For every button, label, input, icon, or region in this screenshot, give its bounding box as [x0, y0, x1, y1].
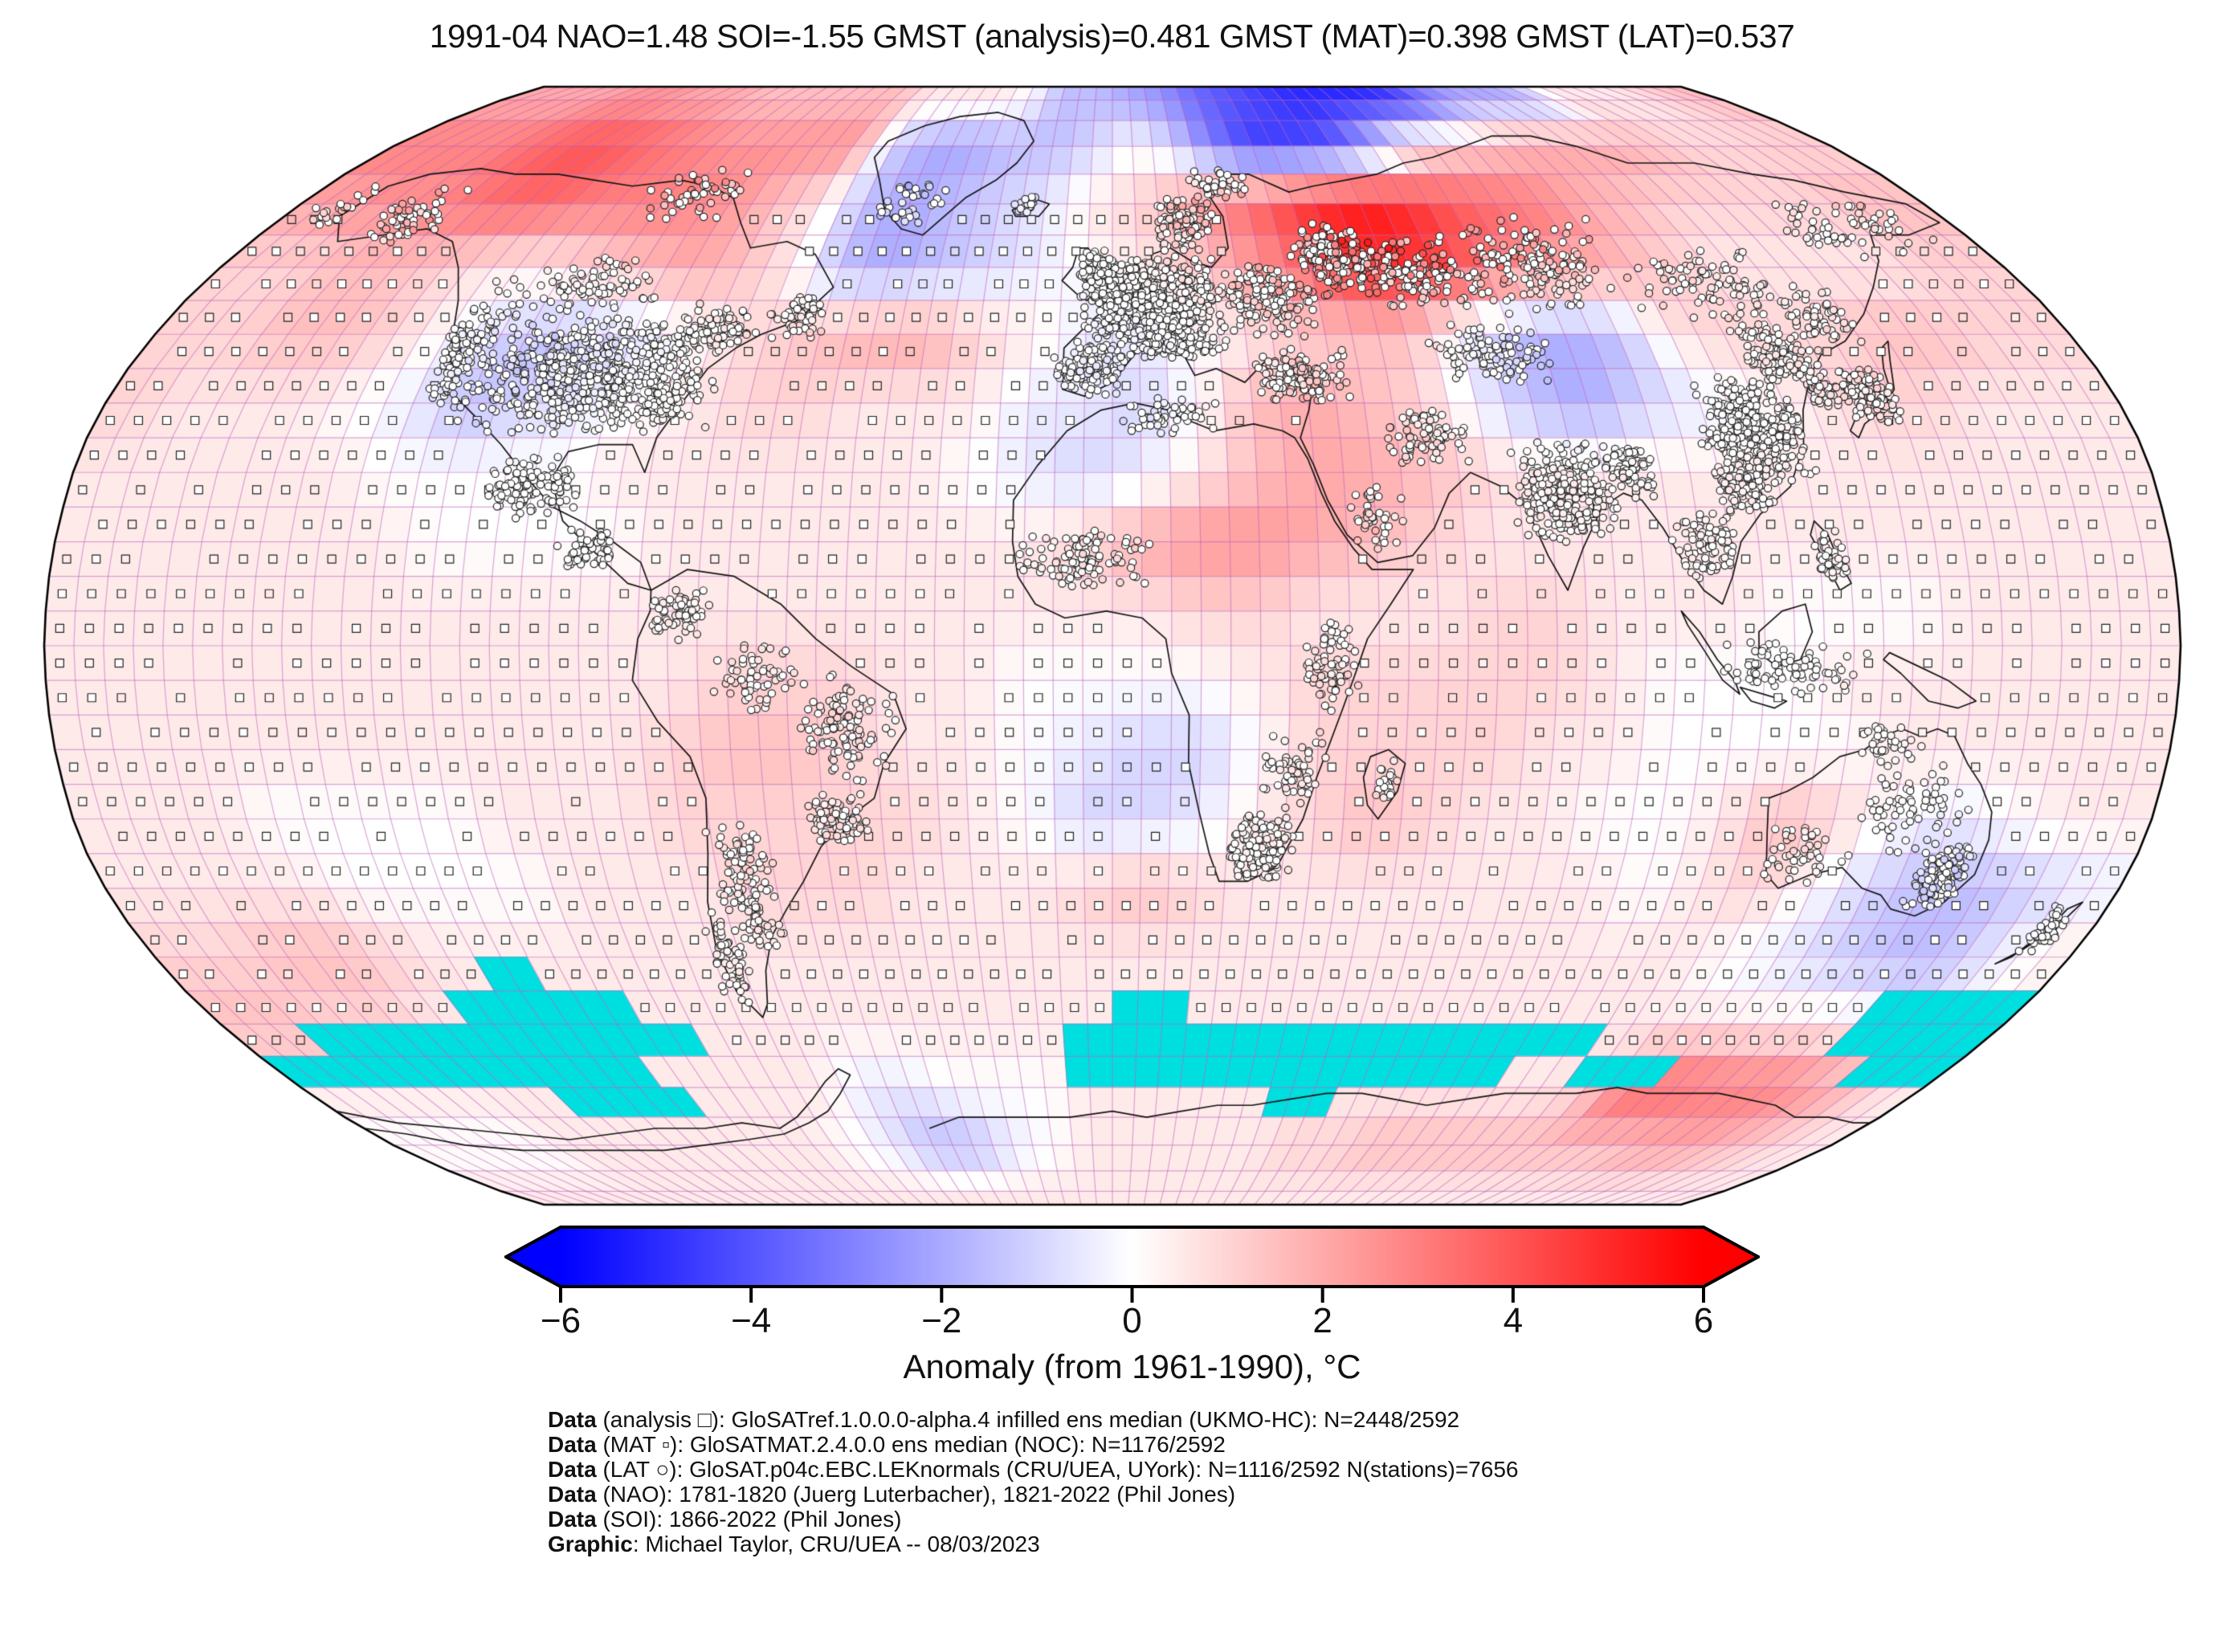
- caption-label: Data: [548, 1432, 597, 1457]
- colorbar-tick-label: 4: [1503, 1301, 1524, 1340]
- colorbar-tick-label: −4: [731, 1301, 772, 1340]
- caption-line: Data (LAT ○): GloSAT.p04c.EBC.LEKnormals…: [548, 1457, 1518, 1482]
- caption-label: Graphic: [548, 1532, 633, 1556]
- caption-text: (MAT ▫): GloSATMAT.2.4.0.0 ens median (N…: [596, 1432, 1226, 1457]
- caption-label: Data: [548, 1407, 597, 1432]
- colorbar-tick-label: 0: [1122, 1301, 1142, 1340]
- colorbar-tick-labels: −6 −4 −2 0 2 4 6: [0, 1301, 2224, 1341]
- colorbar-bar: [504, 1226, 1760, 1288]
- caption-block: Data (analysis □): GloSATref.1.0.0.0-alp…: [548, 1407, 1518, 1556]
- caption-line: Data (analysis □): GloSATref.1.0.0.0-alp…: [548, 1407, 1518, 1432]
- caption-line: Data (MAT ▫): GloSATMAT.2.4.0.0 ens medi…: [548, 1432, 1518, 1457]
- caption-label: Data: [548, 1457, 597, 1482]
- caption-label: Data: [548, 1507, 597, 1532]
- caption-line: Graphic: Michael Taylor, CRU/UEA -- 08/0…: [548, 1532, 1518, 1556]
- caption-text: (analysis □): GloSATref.1.0.0.0-alpha.4 …: [596, 1407, 1460, 1432]
- colorbar-tick-label: −6: [540, 1301, 582, 1340]
- colorbar-tick-label: −2: [921, 1301, 962, 1340]
- colorbar-tick-label: 6: [1693, 1301, 1714, 1340]
- colorbar-label: Anomaly (from 1961-1990), °C: [903, 1348, 1361, 1385]
- caption-text: (NAO): 1781-1820 (Juerg Luterbacher), 18…: [596, 1482, 1236, 1507]
- caption-label: Data: [548, 1482, 597, 1507]
- caption-line: Data (SOI): 1866-2022 (Phil Jones): [548, 1507, 1518, 1532]
- colorbar-tick-label: 2: [1312, 1301, 1332, 1340]
- caption-text: (LAT ○): GloSAT.p04c.EBC.LEKnormals (CRU…: [596, 1457, 1519, 1482]
- caption-line: Data (NAO): 1781-1820 (Juerg Luterbacher…: [548, 1482, 1518, 1507]
- colorbar: [504, 1226, 1760, 1303]
- figure-title: 1991-04 NAO=1.48 SOI=-1.55 GMST (analysi…: [429, 18, 1795, 55]
- caption-text: : Michael Taylor, CRU/UEA -- 08/03/2023: [632, 1532, 1040, 1556]
- caption-text: (SOI): 1866-2022 (Phil Jones): [596, 1507, 902, 1532]
- colorbar-ticks: [559, 1287, 1705, 1303]
